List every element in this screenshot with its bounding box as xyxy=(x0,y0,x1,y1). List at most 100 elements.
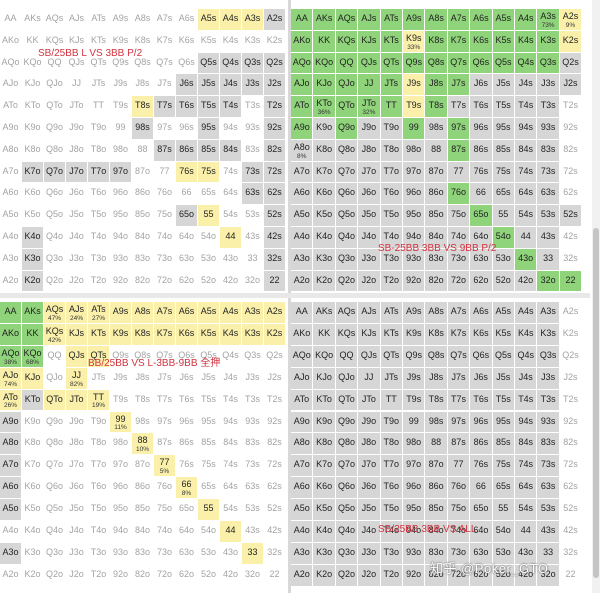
hand-cell[interactable]: Q7s xyxy=(154,345,176,368)
hand-cell[interactable]: 85s xyxy=(198,433,220,456)
hand-cell[interactable]: TT xyxy=(380,389,403,412)
hand-cell[interactable]: JTs xyxy=(88,74,110,97)
hand-cell[interactable]: Q9o xyxy=(335,411,359,434)
hand-cell[interactable]: J9s xyxy=(110,74,132,97)
hand-cell[interactable]: J8s xyxy=(132,367,154,390)
hand-cell[interactable]: 52o xyxy=(492,564,515,587)
hand-cell[interactable]: Q9s xyxy=(403,345,426,368)
hand-cell[interactable]: J6s xyxy=(470,367,493,390)
hand-cell[interactable]: AQo xyxy=(291,52,314,75)
hand-cell[interactable]: 82o xyxy=(425,564,448,587)
hand-cell[interactable]: 87o xyxy=(425,161,448,184)
hand-cell[interactable]: 43s xyxy=(537,227,560,249)
hand-cell[interactable]: T2s xyxy=(264,96,286,118)
hand-cell[interactable]: QQ xyxy=(335,345,359,368)
hand-cell[interactable]: Q6o xyxy=(335,183,359,206)
hand-cell[interactable]: 75o xyxy=(154,499,176,521)
hand-cell[interactable]: J2s xyxy=(559,74,583,97)
hand-cell[interactable]: K7o xyxy=(313,161,336,184)
hand-cell[interactable]: ATs xyxy=(88,9,110,31)
hand-cell[interactable]: 97o xyxy=(403,455,426,478)
hand-cell[interactable]: 44 xyxy=(220,227,242,249)
hand-cell[interactable]: 32o xyxy=(242,564,264,587)
hand-cell[interactable]: T6o xyxy=(380,183,403,206)
hand-cell[interactable]: 96o xyxy=(403,183,426,206)
hand-cell[interactable]: K6s xyxy=(470,323,493,346)
hand-cell[interactable]: J6o xyxy=(358,477,381,500)
hand-cell[interactable]: 42o xyxy=(515,564,538,587)
hand-cell[interactable]: J5s xyxy=(492,74,515,97)
hand-cell[interactable]: 64o xyxy=(176,227,198,249)
hand-cell[interactable]: 54o xyxy=(198,521,220,543)
hand-cell[interactable]: A5s xyxy=(198,9,220,31)
hand-cell[interactable]: 74s xyxy=(515,455,538,478)
hand-cell[interactable]: JTs xyxy=(88,367,110,390)
hand-cell[interactable]: K7o xyxy=(22,161,44,184)
hand-cell[interactable]: A8o xyxy=(0,139,22,162)
hand-cell[interactable]: 82o xyxy=(132,270,154,293)
hand-cell[interactable]: AJs 24% xyxy=(66,302,88,324)
hand-cell[interactable]: A3o xyxy=(0,542,22,565)
hand-cell[interactable]: 95s xyxy=(198,411,220,434)
hand-cell[interactable]: Q5s xyxy=(492,345,515,368)
hand-cell[interactable]: A4o xyxy=(291,521,314,543)
hand-cell[interactable]: Q9o xyxy=(44,411,66,434)
hand-cell[interactable]: 62s xyxy=(264,183,286,206)
hand-cell[interactable]: Q3o xyxy=(335,542,359,565)
hand-cell[interactable]: J3o xyxy=(358,542,381,565)
hand-cell[interactable]: 65o xyxy=(176,499,198,521)
hand-cell[interactable]: K7o xyxy=(313,455,336,478)
hand-cell[interactable]: K5o xyxy=(22,205,44,227)
hand-cell[interactable]: T7s xyxy=(154,96,176,118)
hand-cell[interactable]: 99 xyxy=(403,118,426,140)
hand-cell[interactable]: 72s xyxy=(264,455,286,478)
hand-cell[interactable]: 96o xyxy=(403,477,426,500)
hand-cell[interactable]: A5o xyxy=(291,205,314,227)
hand-cell[interactable]: 99 xyxy=(110,118,132,140)
hand-cell[interactable]: KJs xyxy=(66,30,88,53)
hand-cell[interactable]: T4s xyxy=(220,96,242,118)
hand-cell[interactable]: 32o xyxy=(537,564,560,587)
hand-cell[interactable]: A6o xyxy=(0,477,22,500)
hand-cell[interactable]: 62s xyxy=(559,183,583,206)
hand-cell[interactable]: K9s xyxy=(403,323,426,346)
hand-cell[interactable]: T8o xyxy=(88,433,110,456)
hand-cell[interactable]: 43s xyxy=(242,521,264,543)
hand-cell[interactable]: 83o xyxy=(132,542,154,565)
hand-cell[interactable]: 94o xyxy=(403,227,426,249)
hand-cell[interactable]: Q4s xyxy=(515,52,538,75)
hand-cell[interactable]: J5s xyxy=(492,367,515,390)
hand-cell[interactable]: A8s xyxy=(132,302,154,324)
hand-cell[interactable]: T8o xyxy=(88,139,110,162)
hand-cell[interactable]: K7s xyxy=(154,323,176,346)
hand-cell[interactable]: Q2o xyxy=(44,564,66,587)
hand-cell[interactable]: 93o xyxy=(403,542,426,565)
hand-cell[interactable]: 53o xyxy=(492,542,515,565)
hand-cell[interactable]: 92o xyxy=(110,564,132,587)
hand-cell[interactable]: K6o xyxy=(313,183,336,206)
hand-cell[interactable]: QTs xyxy=(380,345,403,368)
hand-cell[interactable]: 22 xyxy=(559,270,583,293)
hand-cell[interactable]: 85o xyxy=(425,499,448,521)
hand-cell[interactable]: KTo 36% xyxy=(313,96,336,118)
hand-cell[interactable]: A8s xyxy=(425,9,448,31)
hand-cell[interactable]: J7o xyxy=(358,161,381,184)
hand-cell[interactable]: 97s xyxy=(154,411,176,434)
hand-cell[interactable]: 84s xyxy=(515,433,538,456)
hand-cell[interactable]: J8s xyxy=(132,74,154,97)
hand-cell[interactable]: A7s xyxy=(447,302,471,324)
hand-cell[interactable]: 85s xyxy=(492,433,515,456)
hand-cell[interactable]: A2s xyxy=(264,302,286,324)
hand-cell[interactable]: A8o xyxy=(0,433,22,456)
hand-cell[interactable]: A9s xyxy=(110,9,132,31)
hand-cell[interactable]: 74o xyxy=(447,521,471,543)
hand-cell[interactable]: T5o xyxy=(88,499,110,521)
hand-cell[interactable]: 83o xyxy=(425,542,448,565)
hand-cell[interactable]: 74s xyxy=(220,161,242,184)
hand-cell[interactable]: J7s xyxy=(447,367,471,390)
hand-cell[interactable]: 62s xyxy=(559,477,583,500)
hand-cell[interactable]: 73o xyxy=(154,542,176,565)
hand-cell[interactable]: T3o xyxy=(88,542,110,565)
hand-cell[interactable]: A4s xyxy=(515,9,538,31)
hand-cell[interactable]: QTs xyxy=(88,52,110,75)
